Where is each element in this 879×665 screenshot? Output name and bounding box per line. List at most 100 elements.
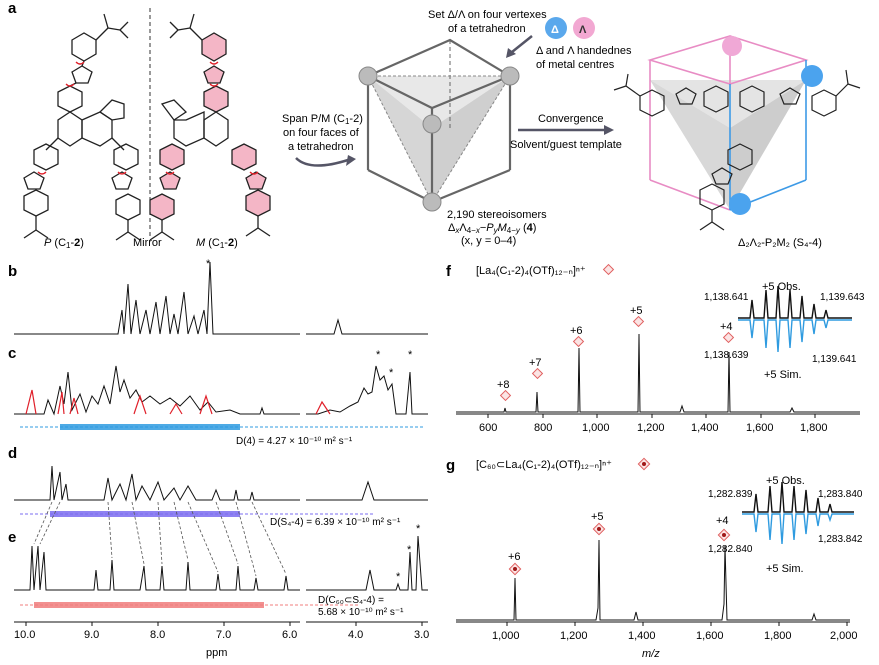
ms-g-charge-6: +6 — [508, 551, 521, 563]
ms-g-spectrum — [456, 539, 850, 621]
span-text-2: on four faces of — [283, 127, 360, 139]
diffusion-e-2: 5.68 × 10⁻¹⁰ m² s⁻¹ — [318, 607, 404, 618]
convergence-label: Convergence — [538, 113, 603, 125]
diffusion-d: D(S₄-4) = 6.39 × 10⁻¹⁰ m² s⁻¹ — [270, 517, 401, 528]
lambda-vertex — [722, 36, 742, 56]
ms-f-tick-0: 600 — [479, 422, 497, 434]
delta-symbol: Δ — [551, 24, 559, 36]
ms-f-charge-6: +6 — [570, 325, 583, 337]
panel-label-e: e — [8, 529, 16, 546]
stereo-text-1: 2,190 stereoisomers — [447, 209, 547, 221]
ms-f-tick-5: 1,600 — [746, 422, 774, 434]
panel-label-d: d — [8, 445, 17, 462]
label-p: P (C1-2) — [44, 237, 84, 250]
ms-f-obs-left: 1,138.641 — [704, 292, 749, 303]
nmr-tick-2: 8.0 — [150, 629, 165, 641]
ms-g-charge-markers — [508, 522, 731, 576]
rotation-arrows-p — [37, 61, 127, 175]
ms-f-tick-1: 800 — [534, 422, 552, 434]
set-text-1: Set Δ/Λ on four vertexes — [428, 9, 547, 21]
ms-g-ticks — [506, 622, 848, 626]
ms-f-tick-6: 1,800 — [800, 422, 828, 434]
delta-vertex-bottom — [729, 193, 751, 215]
ms-g-sim-left: 1,282.840 — [708, 544, 753, 555]
ms-f-charge-7: +7 — [529, 357, 542, 369]
star-c2: * — [389, 367, 394, 379]
ms-f-ticks — [487, 414, 816, 418]
convergence-arrow-head — [604, 125, 614, 135]
panel-label-c: c — [8, 345, 16, 362]
ms-g-title: [C₆₀⊂La₄(C₁-2)₄(OTf)₁₂₋ₙ]ⁿ⁺ — [476, 459, 612, 471]
nmr-tick-1: 9.0 — [84, 629, 99, 641]
dosy-band-c — [60, 424, 240, 430]
product-cage — [613, 35, 861, 231]
lambda-symbol: Λ — [579, 24, 587, 36]
ms-g-sim-right: 1,283.842 — [818, 534, 863, 545]
nmr-tick-5: 4.0 — [348, 629, 363, 641]
ms-g-tick-3: 1,600 — [696, 630, 724, 642]
panel-label-g: g — [446, 457, 455, 474]
set-text-2: of a tetrahedron — [448, 23, 526, 35]
handedness-text-1: Δ and Λ handednes — [536, 45, 632, 57]
star-c3: * — [408, 349, 413, 361]
diffusion-e-1: D(C₆₀⊂S₄-4) = — [318, 595, 384, 606]
molecule-m — [149, 13, 271, 241]
ms-f-title: [La₄(C₁-2)₄(OTf)₁₂₋ₙ]ⁿ⁺ — [476, 265, 586, 277]
nmr-tick-6: 3.0 — [414, 629, 429, 641]
ms-f-sim-right: 1,139.641 — [812, 354, 857, 365]
handedness-text-2: of metal centres — [536, 59, 615, 71]
ms-g-charge-5: +5 — [591, 511, 604, 523]
solvent-label: Solvent/guest template — [510, 139, 622, 151]
lambda-circle — [573, 17, 595, 39]
set-arrow-head — [506, 48, 516, 58]
nmr-spectrum-b — [14, 261, 428, 335]
ms-f-charge-8: +8 — [497, 379, 510, 391]
molecule-p — [23, 13, 141, 241]
ms-g-xlabel: m/z — [642, 648, 660, 660]
nmr-spectrum-c-black — [14, 365, 428, 416]
ms-f-tick-2: 1,000 — [582, 422, 610, 434]
ms-f-obs-label: +5 Obs. — [762, 281, 801, 293]
ms-g-obs-right: 1,283.840 — [818, 489, 863, 500]
diamond-icon — [602, 263, 615, 276]
ms-g-inset-sim — [742, 513, 854, 545]
span-text-3: a tetrahedron — [288, 141, 353, 153]
ms-f-obs-right: 1,139.643 — [820, 292, 865, 303]
rotation-arrows-m — [165, 61, 259, 175]
span-arrow-head — [346, 155, 356, 166]
stereo-text-2: ΔxΛ4−x−PyM4−y (4) — [448, 222, 536, 235]
diffusion-c: D(4) = 4.27 × 10⁻¹⁰ m² s⁻¹ — [236, 436, 353, 447]
nmr-spectrum-e — [14, 535, 428, 591]
panel-label-f: f — [446, 263, 452, 280]
span-text-1: Span P/M (C1-2) — [282, 113, 363, 126]
nmr-ticks — [25, 622, 423, 626]
delta-vertex — [801, 65, 823, 87]
ms-f-sim-label: +5 Sim. — [764, 369, 802, 381]
mirror-label: Mirror — [133, 237, 162, 249]
ms-f-inset-obs — [738, 285, 852, 319]
cube-tetrahedron — [358, 38, 520, 212]
nmr-tick-4: 6.0 — [282, 629, 297, 641]
dosy-band-e — [34, 602, 264, 608]
ms-g-tick-1: 1,200 — [560, 630, 588, 642]
ms-f-charge-markers — [499, 315, 735, 402]
ms-g-tick-2: 1,400 — [628, 630, 656, 642]
ms-g-inset-obs — [742, 481, 854, 513]
c60-dot-icon — [642, 462, 646, 466]
ms-f-charge-5: +5 — [630, 305, 643, 317]
product-label: Δ₂Λ₂-P₂M₂ (S₄-4) — [738, 237, 822, 249]
ms-g-charge-4: +4 — [716, 515, 729, 527]
ms-f-spectrum — [456, 333, 860, 413]
nmr-spectrum-c-red — [25, 389, 331, 415]
ms-g-tick-4: 1,800 — [764, 630, 792, 642]
ms-g-sim-label: +5 Sim. — [766, 563, 804, 575]
ms-f-tick-3: 1,200 — [637, 422, 665, 434]
set-arrow — [511, 35, 533, 53]
ms-f-inset-sim — [738, 319, 852, 353]
nmr-spectrum-d — [14, 465, 428, 502]
ms-g-obs-label: +5 Obs. — [766, 475, 805, 487]
star-e3: * — [416, 523, 421, 535]
star-c1: * — [376, 349, 381, 361]
nmr-xlabel: ppm — [206, 647, 227, 659]
ms-f-sim-left: 1,138.639 — [704, 350, 749, 361]
